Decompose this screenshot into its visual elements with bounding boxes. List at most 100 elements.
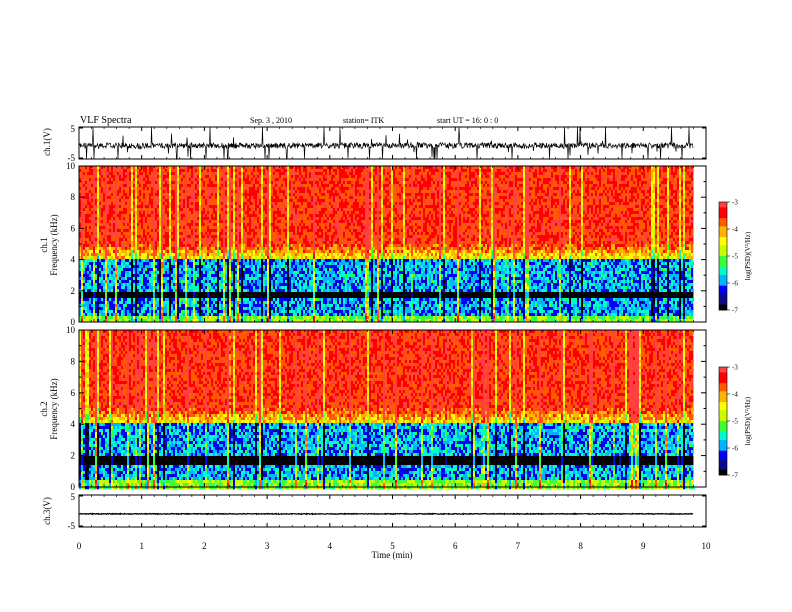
spectrogram-cell bbox=[199, 199, 201, 203]
spectrogram-cell bbox=[253, 235, 255, 239]
spectrogram-cell bbox=[181, 319, 183, 323]
spectrogram-cell bbox=[103, 211, 105, 215]
spectrogram-cell bbox=[243, 289, 245, 293]
spectrogram-cell bbox=[105, 241, 107, 245]
spectrogram-cell bbox=[183, 253, 185, 257]
spectrogram-cell bbox=[161, 292, 163, 296]
spectrogram-cell bbox=[179, 199, 181, 203]
spectrogram-cell bbox=[133, 310, 135, 314]
spectrogram-cell bbox=[97, 301, 99, 305]
spectrogram-cell bbox=[239, 265, 241, 269]
spectrogram-cell bbox=[171, 181, 173, 185]
spectrogram-cell bbox=[131, 190, 133, 194]
spectrogram-cell bbox=[173, 184, 175, 188]
spectrogram-cell bbox=[89, 172, 91, 176]
spectrogram-cell bbox=[207, 268, 209, 272]
spectrogram-cell bbox=[163, 178, 165, 182]
spectrogram-cell bbox=[231, 169, 233, 173]
spectrogram-cell bbox=[147, 319, 149, 323]
spectrogram-cell bbox=[171, 292, 173, 296]
spectrogram-cell bbox=[249, 265, 251, 269]
spectrogram-cell bbox=[231, 304, 233, 308]
spectrogram-cell bbox=[81, 208, 83, 212]
spectrogram-cell bbox=[225, 253, 227, 257]
spectrogram-cell bbox=[263, 214, 265, 218]
spectrogram-cell bbox=[179, 265, 181, 269]
spectrogram-cell bbox=[79, 181, 81, 185]
spectrogram-cell bbox=[133, 265, 135, 269]
spectrogram-cell bbox=[245, 304, 247, 308]
spectrogram-cell bbox=[167, 280, 169, 284]
spectrogram-cell bbox=[203, 313, 205, 317]
spectrogram-cell bbox=[167, 271, 169, 275]
spectrogram-cell bbox=[239, 214, 241, 218]
spectrogram-cell bbox=[207, 232, 209, 236]
spectrogram-cell bbox=[125, 175, 127, 179]
spectrogram-cell bbox=[239, 310, 241, 314]
spectrogram-cell bbox=[153, 253, 155, 257]
spectrogram-cell bbox=[221, 172, 223, 176]
spectrogram-cell bbox=[231, 196, 233, 200]
spectrogram-cell bbox=[221, 193, 223, 197]
spectrogram-cell bbox=[173, 292, 175, 296]
spectrogram-cell bbox=[187, 295, 189, 299]
spectrogram-cell bbox=[161, 193, 163, 197]
spectrogram-cell bbox=[199, 187, 201, 191]
spectrogram-cell bbox=[79, 166, 81, 170]
spectrogram-cell bbox=[177, 241, 179, 245]
spectrogram-cell bbox=[177, 196, 179, 200]
spectrogram-cell bbox=[245, 166, 247, 170]
spectrogram-cell bbox=[255, 268, 257, 272]
spectrogram-cell bbox=[85, 307, 87, 311]
spectrogram-cell bbox=[81, 175, 83, 179]
spectrogram-cell bbox=[251, 181, 253, 185]
spectrogram-cell bbox=[235, 316, 237, 320]
spectrogram-cell bbox=[139, 250, 141, 254]
spectrogram-cell bbox=[231, 172, 233, 176]
spectrogram-cell bbox=[197, 199, 199, 203]
spectrogram-cell bbox=[131, 307, 133, 311]
spectrogram-cell bbox=[189, 241, 191, 245]
spectrogram-cell bbox=[209, 283, 211, 287]
spectrogram-cell bbox=[97, 283, 99, 287]
spectrogram-cell bbox=[131, 268, 133, 272]
spectrogram-cell bbox=[179, 205, 181, 209]
spectrogram-cell bbox=[181, 178, 183, 182]
spectrogram-cell bbox=[211, 277, 213, 281]
spectrogram-cell bbox=[157, 223, 159, 227]
spectrogram-cell bbox=[93, 259, 95, 263]
spectrogram-cell bbox=[235, 280, 237, 284]
spectrogram-cell bbox=[169, 253, 171, 257]
spectrogram-cell bbox=[151, 166, 153, 170]
spectrogram-cell bbox=[171, 229, 173, 233]
spectrogram-cell bbox=[199, 307, 201, 311]
spectrogram-cell bbox=[113, 289, 115, 293]
spectrogram-cell bbox=[107, 286, 109, 290]
spectrogram-cell bbox=[113, 232, 115, 236]
spectrogram-cell bbox=[135, 190, 137, 194]
start-ut-label: start UT = 16: 0 : 0 bbox=[437, 116, 498, 125]
spectrogram-cell bbox=[115, 217, 117, 221]
spectrogram-cell bbox=[243, 310, 245, 314]
spectrogram-cell bbox=[93, 205, 95, 209]
spectrogram-cell bbox=[241, 247, 243, 251]
spectrogram-cell bbox=[171, 259, 173, 263]
spectrogram-cell bbox=[113, 262, 115, 266]
spectrogram-cell bbox=[179, 259, 181, 263]
spectrogram-cell bbox=[171, 235, 173, 239]
spectrogram-cell bbox=[253, 292, 255, 296]
spectrogram-cell bbox=[197, 313, 199, 317]
spectrogram-cell bbox=[193, 304, 195, 308]
spectrogram-cell bbox=[191, 292, 193, 296]
spectrogram-cell bbox=[139, 220, 141, 224]
spectrogram-cell bbox=[91, 184, 93, 188]
spectrogram-cell bbox=[257, 166, 259, 170]
spectrogram-cell bbox=[79, 190, 81, 194]
spectrogram-cell bbox=[181, 166, 183, 170]
spectrogram-cell bbox=[129, 268, 131, 272]
spectrogram-cell bbox=[107, 253, 109, 257]
spectrogram-cell bbox=[227, 169, 229, 173]
spectrogram-cell bbox=[197, 298, 199, 302]
spectrogram-cell bbox=[127, 289, 129, 293]
spectrogram-cell bbox=[263, 184, 265, 188]
